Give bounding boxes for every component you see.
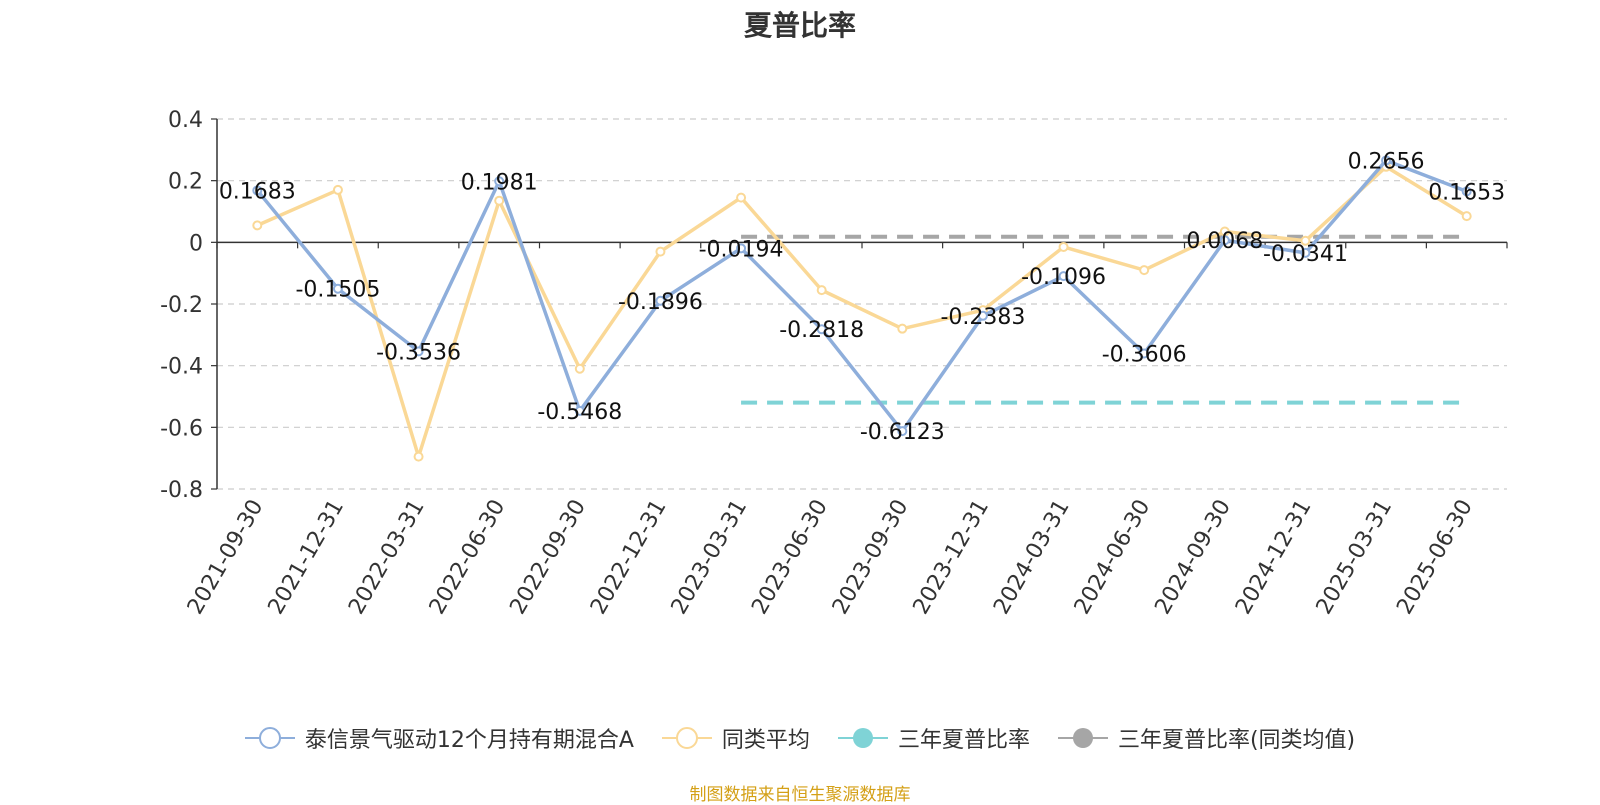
fund-point [977, 310, 988, 321]
peer-average-point [1300, 235, 1311, 246]
fund-data-label: -0.6123 [860, 420, 945, 445]
fund-data-label: 0.1683 [219, 179, 296, 204]
legend-marker-fund [244, 727, 295, 749]
x-tick-label: 2021-09-30 [183, 496, 269, 619]
sharpe-ratio-chart: 0.4 0.2 0 -0.2 -0.4 -0.6 -0.82021-09-302021-12… [160, 108, 1508, 619]
y-tick-label: -0.4 [160, 355, 203, 380]
legend-label-peer-average: 同类平均 [721, 728, 810, 753]
y-tick-label: 0.2 [168, 170, 203, 195]
peer-average-point [252, 220, 263, 231]
legend-label-three-year-sharpe-peer: 三年夏普比率(同类均值) [1117, 728, 1356, 753]
peer-average-point [655, 246, 666, 257]
legend-item-peer-average[interactable]: 同类平均 [661, 722, 810, 754]
fund-point [1381, 155, 1392, 166]
fund-point [1300, 247, 1311, 258]
fund-point [252, 185, 263, 196]
fund-data-label: -0.5468 [537, 400, 622, 425]
legend-marker-three-year-sharpe-peer [1057, 728, 1108, 748]
fund-data-label: 0.0068 [1186, 229, 1263, 254]
fund-point [1139, 348, 1150, 359]
x-tick-label: 2022-09-30 [505, 496, 591, 619]
fund-point [816, 324, 827, 335]
fund-data-label: 0.1981 [461, 170, 538, 195]
fund-data-label: -0.0194 [699, 237, 784, 262]
y-tick-label: -0.6 [160, 416, 203, 441]
legend-item-three-year-sharpe-peer[interactable]: 三年夏普比率(同类均值) [1057, 722, 1356, 754]
fund-point [736, 243, 747, 254]
fund-data-label: -0.1896 [618, 290, 703, 315]
fund-point [655, 295, 666, 306]
fund-data-label: 0.1653 [1428, 180, 1505, 205]
legend-marker-three-year-sharpe [837, 728, 888, 748]
source-note: 制图数据来自恒生聚源数据库 [689, 785, 911, 805]
x-tick-label: 2025-06-30 [1392, 496, 1478, 619]
peer-average-point [1139, 265, 1150, 276]
fund-data-label: -0.3606 [1102, 343, 1187, 368]
peer-average-point [816, 285, 827, 296]
x-tick-label: 2022-06-30 [425, 496, 511, 619]
fund-data-label: -0.0341 [1263, 242, 1348, 267]
legend-label-fund: 泰信景气驱动12个月持有期混合A [304, 728, 634, 753]
x-tick-label: 2022-03-31 [344, 496, 430, 619]
fund-data-label: -0.2383 [940, 305, 1025, 330]
fund-point [332, 283, 343, 294]
fund-data-label: -0.1096 [1021, 265, 1106, 290]
peer-average-point [1461, 211, 1472, 222]
y-tick-label: 0 [189, 231, 203, 256]
fund-data-label: 0.2656 [1348, 149, 1425, 174]
fund-data-label: -0.2818 [779, 318, 864, 343]
fund-point [494, 176, 505, 187]
x-tick-label: 2023-09-30 [828, 496, 914, 619]
peer-average-line [256, 165, 1468, 459]
chart-title: 夏普比率 [743, 9, 856, 42]
y-tick-label: -0.2 [160, 293, 203, 318]
peer-average-point [494, 195, 505, 206]
fund-data-label: -0.1505 [295, 278, 380, 303]
x-tick-label: 2022-12-31 [586, 496, 672, 619]
fund-point [1461, 186, 1472, 197]
y-tick-label: 0.4 [168, 108, 203, 133]
fund-line [255, 158, 1468, 433]
peer-average-point [413, 451, 424, 462]
x-tick-label: 2023-03-31 [667, 496, 753, 619]
peer-average-point [736, 192, 747, 203]
fund-point [413, 346, 424, 357]
peer-average-point [574, 363, 585, 374]
x-tick-label: 2021-12-31 [264, 496, 350, 619]
x-tick-label: 2023-06-30 [747, 496, 833, 619]
legend-marker-peer-average [661, 727, 712, 749]
x-tick-label: 2025-03-31 [1312, 496, 1398, 619]
fund-point [897, 426, 908, 437]
legend-label-three-year-sharpe: 三年夏普比率 [897, 728, 1030, 753]
peer-average-point [332, 184, 343, 195]
peer-average-point [897, 323, 908, 334]
fund-data-label: -0.3536 [376, 340, 461, 365]
fund-point [1058, 271, 1069, 282]
legend-item-three-year-sharpe[interactable]: 三年夏普比率 [837, 722, 1030, 754]
legend: 泰信景气驱动12个月持有期混合A 同类平均 三年夏普比率 三年夏普比率(同类均值… [0, 722, 1600, 754]
y-tick-label: -0.8 [160, 478, 203, 503]
x-tick-label: 2024-03-31 [989, 496, 1075, 619]
peer-average-point [1058, 241, 1069, 252]
fund-point [574, 405, 585, 416]
x-tick-label: 2023-12-31 [909, 496, 995, 619]
legend-item-fund[interactable]: 泰信景气驱动12个月持有期混合A [244, 722, 634, 754]
x-tick-label: 2024-12-31 [1231, 496, 1317, 619]
fund-point [1219, 235, 1230, 246]
x-tick-label: 2024-06-30 [1070, 496, 1156, 619]
x-tick-label: 2024-09-30 [1150, 496, 1236, 619]
